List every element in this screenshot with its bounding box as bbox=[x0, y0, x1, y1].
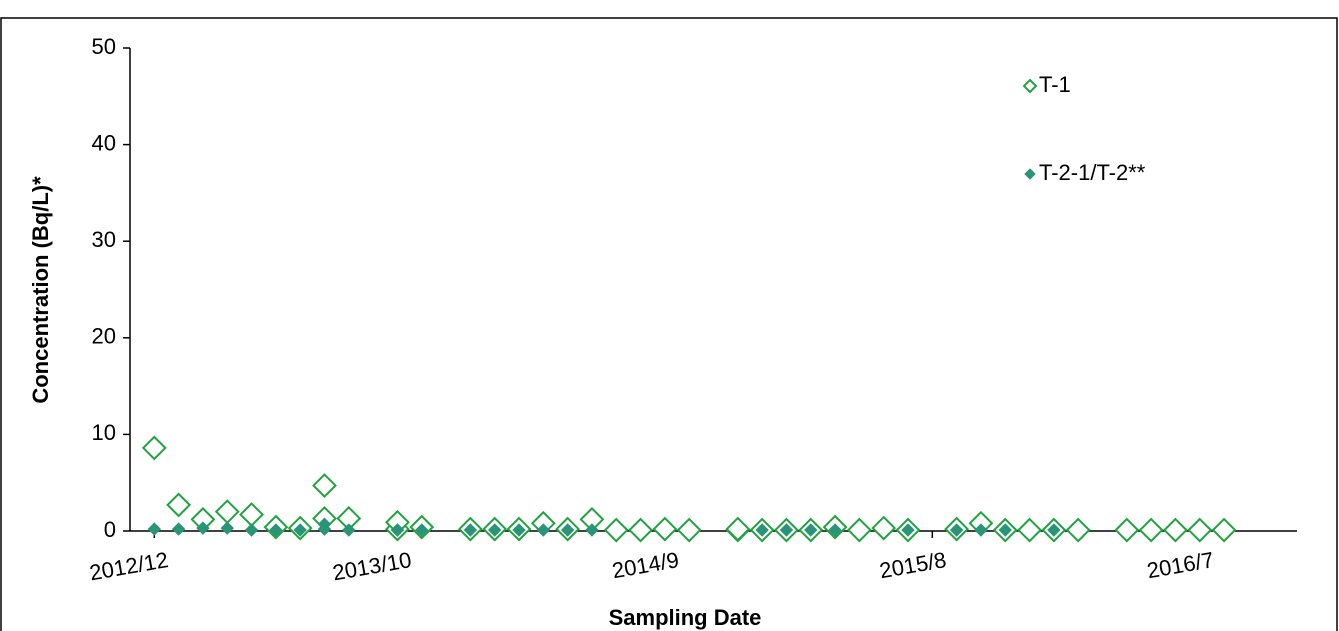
data-point bbox=[244, 523, 259, 537]
data-point bbox=[1065, 517, 1091, 543]
data-point bbox=[652, 516, 678, 542]
data-point bbox=[312, 473, 337, 499]
x-axis-title: Sampling Date bbox=[609, 605, 762, 630]
data-point bbox=[949, 523, 964, 537]
data-point bbox=[415, 523, 429, 537]
data-point bbox=[1017, 517, 1042, 543]
data-point bbox=[171, 522, 186, 536]
legend-label: T-1 bbox=[1039, 72, 1071, 97]
data-point bbox=[220, 521, 234, 535]
data-point bbox=[804, 523, 818, 537]
x-tick-label: 2016/7 bbox=[1145, 547, 1216, 583]
data-point bbox=[974, 523, 988, 537]
chart-frame bbox=[0, 17, 1338, 631]
data-point bbox=[871, 515, 897, 541]
data-point bbox=[147, 522, 162, 536]
y-tick-label: 0 bbox=[104, 517, 116, 542]
x-tick-label: 2015/8 bbox=[878, 547, 949, 583]
data-point bbox=[779, 523, 794, 537]
data-point bbox=[293, 523, 307, 537]
data-point bbox=[1163, 517, 1188, 543]
data-point bbox=[998, 523, 1012, 537]
legend-label: T-2-1/T-2** bbox=[1039, 160, 1146, 185]
data-point bbox=[828, 523, 842, 537]
x-tick-label: 2013/10 bbox=[331, 547, 414, 585]
x-tick-label: 2012/12 bbox=[88, 547, 171, 585]
data-point bbox=[628, 517, 653, 543]
data-point bbox=[317, 517, 332, 531]
data-point bbox=[342, 523, 356, 537]
legend-marker bbox=[1024, 168, 1036, 180]
data-point bbox=[512, 523, 526, 537]
legend-marker bbox=[1022, 78, 1038, 94]
data-point bbox=[603, 517, 629, 543]
data-point bbox=[676, 517, 702, 543]
data-point bbox=[755, 523, 769, 537]
data-point bbox=[196, 521, 210, 535]
y-tick-label: 10 bbox=[92, 420, 116, 445]
data-point bbox=[214, 499, 240, 525]
data-point bbox=[1114, 517, 1140, 543]
data-point bbox=[269, 523, 283, 537]
data-point bbox=[536, 523, 551, 537]
data-point bbox=[1047, 523, 1061, 537]
data-point bbox=[725, 516, 751, 542]
data-point bbox=[166, 492, 192, 518]
data-point bbox=[239, 502, 264, 527]
y-tick-label: 20 bbox=[92, 324, 116, 349]
y-tick-label: 40 bbox=[92, 130, 116, 155]
data-point bbox=[901, 523, 915, 537]
y-tick-label: 30 bbox=[92, 227, 116, 252]
data-point bbox=[487, 523, 502, 537]
data-point bbox=[1211, 517, 1237, 543]
data-point bbox=[463, 523, 478, 537]
data-point bbox=[585, 523, 599, 537]
data-point bbox=[846, 517, 872, 543]
y-axis-title: Concentration (Bq/L)* bbox=[28, 176, 53, 404]
data-point bbox=[390, 523, 405, 537]
data-point bbox=[1187, 517, 1213, 543]
data-point bbox=[141, 435, 167, 461]
y-tick-label: 50 bbox=[92, 34, 116, 59]
data-point bbox=[1138, 517, 1164, 543]
x-tick-label: 2014/9 bbox=[610, 547, 681, 583]
data-point bbox=[560, 523, 575, 537]
